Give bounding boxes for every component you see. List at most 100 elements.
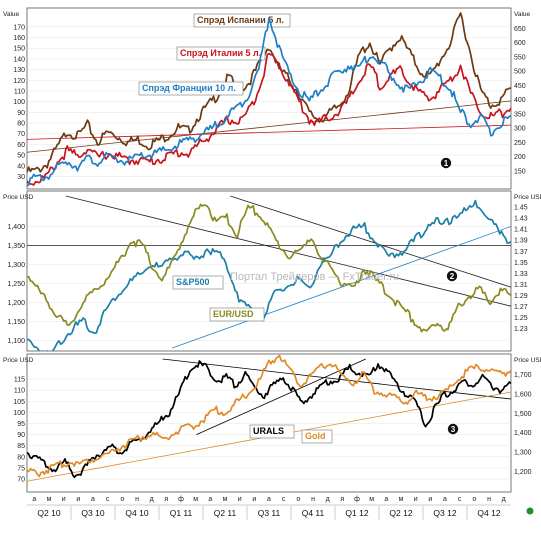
series-label-box <box>209 307 265 322</box>
month-tick-label: с <box>106 496 110 503</box>
left-tick-label: 1,200 <box>7 300 25 307</box>
panel-marker-number: 2 <box>450 272 455 281</box>
left-tick-label: 140 <box>13 56 25 63</box>
right-axis-label: Price USD <box>514 194 541 201</box>
left-tick-label: 1,100 <box>7 338 25 345</box>
month-tick-label: м <box>399 496 404 503</box>
left-axis-label: Value <box>3 11 20 18</box>
overlay: Портал Трейдеров — FxTrader.ru <box>230 271 399 283</box>
series-label: Спрэд Франции 10 л. <box>142 83 236 93</box>
month-tick-label: и <box>428 496 432 503</box>
right-tick-label: 450 <box>514 83 526 90</box>
quarter-tick-label: Q4 12 <box>477 508 500 518</box>
panel-frame <box>26 7 512 190</box>
month-tick-label: м <box>369 496 374 503</box>
month-tick-label: и <box>62 496 66 503</box>
quarter-tick-label: Q3 11 <box>258 508 281 518</box>
quarter-tick-label: Q2 10 <box>37 508 60 518</box>
quarter-tick-label: Q4 11 <box>302 508 325 518</box>
month-tick-label: а <box>32 496 36 503</box>
watermark: Портал Трейдеров — FxTrader.ru <box>230 271 399 283</box>
right-tick-label: 1,700 <box>514 372 532 379</box>
series-label-box <box>176 46 266 61</box>
right-tick-label: 650 <box>514 26 526 33</box>
series-line <box>27 12 511 173</box>
month-tick-label: и <box>252 496 256 503</box>
trendline <box>26 124 512 140</box>
left-tick-label: 1,350 <box>7 243 25 250</box>
left-tick-label: 30 <box>17 174 25 181</box>
panel-frame <box>26 353 512 493</box>
right-tick-label: 1.31 <box>514 282 528 289</box>
right-tick-label: 250 <box>514 140 526 147</box>
series-label: URALS <box>253 426 284 436</box>
right-tick-label: 1.29 <box>514 293 528 300</box>
trendline <box>230 195 512 288</box>
series-label: Спрэд Италии 5 л. <box>180 48 261 58</box>
quarter-tick-label: Q3 10 <box>81 508 104 518</box>
series-label: Gold <box>305 431 326 441</box>
series-line <box>27 203 511 333</box>
series-label-box <box>301 429 333 444</box>
quarter-tick-label: Q3 12 <box>433 508 456 518</box>
left-tick-label: 105 <box>13 399 25 406</box>
left-tick-label: 115 <box>14 377 25 384</box>
trendline <box>196 358 366 435</box>
series-line <box>27 199 511 351</box>
quarter-tick-label: Q2 11 <box>214 508 237 518</box>
status-dot <box>526 507 534 515</box>
right-tick-label: 300 <box>514 126 526 133</box>
right-tick-label: 1.45 <box>514 205 528 212</box>
month-tick-label: а <box>384 496 388 503</box>
month-tick-label: м <box>193 496 198 503</box>
series-label-box <box>193 13 291 28</box>
left-tick-label: 100 <box>13 99 25 106</box>
right-tick-label: 350 <box>514 111 526 118</box>
month-tick-label: я <box>340 496 344 503</box>
series-label-box <box>138 81 244 96</box>
month-tick-label: м <box>47 496 52 503</box>
panel-marker-number: 1 <box>444 159 449 168</box>
right-tick-label: 1.37 <box>514 249 528 256</box>
left-tick-label: 90 <box>17 432 25 439</box>
panel-frame <box>26 190 512 352</box>
right-tick-label: 500 <box>514 69 526 76</box>
month-tick-label: м <box>223 496 228 503</box>
x-axis: а м и и а с о н д я ф м а м и и а с о н д я ф м а м и и а с о н д Q2 10 Q3… <box>27 496 534 520</box>
left-tick-label: 80 <box>17 454 25 461</box>
left-tick-label: 70 <box>17 477 25 484</box>
quarter-tick-label: Q1 11 <box>170 508 193 518</box>
left-tick-label: 160 <box>13 35 25 42</box>
month-tick-label: ф <box>178 496 184 503</box>
left-tick-label: 170 <box>13 24 25 31</box>
panels: 3040506070809010011012013014015016017015… <box>3 7 541 493</box>
month-tick-label: ф <box>354 496 360 503</box>
right-tick-label: 1.27 <box>514 304 528 311</box>
month-tick-label: с <box>458 496 462 503</box>
month-tick-label: д <box>502 496 506 503</box>
right-tick-label: 1,500 <box>514 411 532 418</box>
right-tick-label: 1.35 <box>514 260 528 267</box>
series-label: EUR/USD <box>213 309 254 319</box>
month-tick-label: а <box>91 496 95 503</box>
panel-bottom: 70 75 80 85 90 95 100 105 110 115 1,200 1,300 1,400 1… <box>3 353 541 493</box>
panel-top: 3040506070809010011012013014015016017015… <box>3 7 531 190</box>
month-tick-label: н <box>311 496 315 503</box>
series-line <box>27 16 511 187</box>
left-axis-label: Price USD <box>3 194 34 201</box>
series-line <box>27 354 511 478</box>
right-tick-label: 1.43 <box>514 216 528 223</box>
right-tick-label: 1.41 <box>514 227 528 234</box>
left-tick-label: 90 <box>17 110 25 117</box>
quarter-tick-label: Q1 12 <box>345 508 368 518</box>
left-tick-label: 100 <box>13 410 25 417</box>
right-tick-label: 1.33 <box>514 271 528 278</box>
month-tick-label: а <box>267 496 271 503</box>
trendline <box>65 195 512 307</box>
month-tick-label: н <box>487 496 491 503</box>
series-line <box>27 360 511 479</box>
month-tick-label: а <box>208 496 212 503</box>
month-tick-label: д <box>150 496 154 503</box>
panel-marker <box>446 270 458 282</box>
